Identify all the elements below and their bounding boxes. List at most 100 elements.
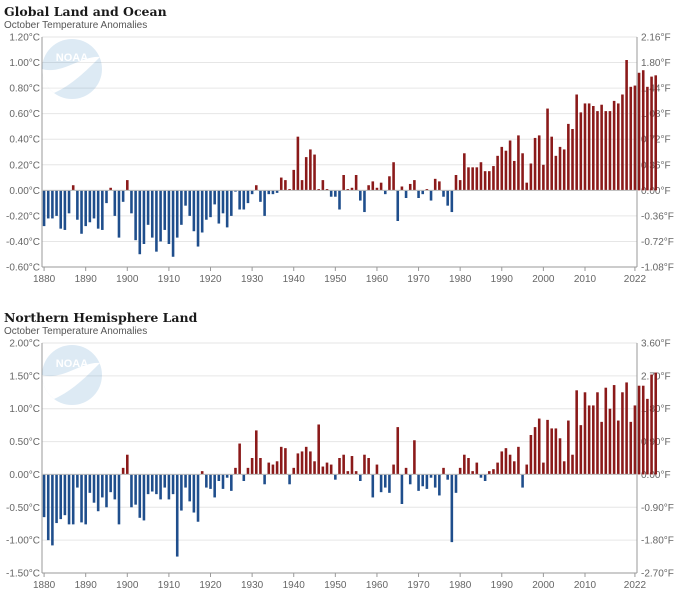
bar-1909: [163, 190, 167, 230]
x-tick-label: 1930: [241, 274, 264, 285]
bar-1917: [196, 190, 200, 247]
bar-1940: [292, 467, 296, 475]
bar-1948: [325, 462, 329, 475]
bar-1943: [304, 157, 308, 191]
bar-1954: [350, 187, 354, 191]
x-tick-label: 1920: [199, 580, 222, 591]
bar-2023: [637, 72, 641, 191]
x-tick-label: 1890: [75, 274, 98, 285]
bar-1916: [192, 190, 196, 232]
bar-1934: [267, 190, 271, 195]
bar-1914: [184, 474, 187, 488]
bar-1907: [155, 474, 158, 495]
bar-1972: [425, 474, 429, 489]
bar-1896: [109, 187, 112, 191]
bar-1971: [421, 474, 425, 487]
bar-1881: [46, 474, 50, 541]
northern-hemisphere-land-panel: Northern Hemisphere Land October Tempera…: [0, 306, 680, 606]
bar-1897: [113, 474, 117, 500]
y-tick-label-right: 3.60°F: [641, 339, 671, 350]
bar-1977: [446, 190, 449, 206]
bar-1888: [76, 190, 79, 220]
bar-2004: [558, 438, 562, 475]
y-tick-label-right: 1.80°F: [641, 58, 671, 69]
bar-1910: [167, 474, 171, 500]
bar-2004: [558, 146, 562, 191]
bar-1913: [180, 190, 183, 225]
bar-2007: [571, 129, 574, 191]
bar-1888: [76, 474, 79, 488]
bar-1999: [537, 418, 541, 475]
bar-1910: [167, 190, 171, 244]
bar-1996: [525, 182, 529, 191]
bar-1881: [46, 190, 50, 219]
bar-1938: [284, 180, 287, 191]
bar-1936: [275, 190, 279, 193]
bar-1987: [488, 471, 491, 475]
bar-1905: [146, 474, 150, 495]
x-tick-label: 1990: [491, 580, 514, 591]
bar-1979: [454, 474, 458, 493]
bar-1937: [279, 177, 283, 191]
bar-2012: [592, 106, 595, 191]
bar-1925: [230, 474, 233, 491]
x-tick-label: 2010: [574, 580, 597, 591]
bar-1945: [313, 154, 316, 191]
bar-1884: [59, 474, 63, 520]
bar-1941: [296, 453, 300, 475]
bar-1902: [134, 474, 137, 505]
y-tick-label-left: 0.60°C: [9, 109, 40, 120]
bar-1949: [329, 190, 333, 197]
bar-1952: [342, 175, 345, 191]
bar-1887: [71, 185, 75, 191]
bar-1883: [55, 190, 58, 216]
bar-1933: [263, 190, 266, 216]
bar-1968: [408, 474, 412, 485]
bar-2018: [616, 420, 620, 475]
y-tick-label-left: 1.00°C: [9, 404, 40, 415]
bar-1912: [175, 190, 179, 238]
x-tick-label: 2010: [574, 274, 597, 285]
bar-2007: [571, 454, 574, 475]
bar-1886: [67, 474, 71, 525]
bar-1941: [296, 136, 300, 191]
bar-1890: [84, 190, 87, 227]
bar-1963: [388, 474, 391, 493]
bar-2018: [616, 103, 620, 191]
x-tick-label: 2022: [624, 274, 647, 285]
bar-1966: [400, 186, 404, 191]
x-tick-label: 1880: [33, 274, 56, 285]
bar-1983: [471, 167, 474, 191]
y-tick-label-left: 0.00°C: [9, 470, 40, 481]
y-tick-label-left: 1.00°C: [9, 58, 40, 69]
bar-2027: [654, 372, 658, 475]
y-tick-label-left: 1.50°C: [9, 371, 40, 382]
bar-1975: [438, 181, 441, 191]
bar-2025: [646, 86, 649, 191]
bar-1922: [217, 474, 221, 481]
bar-1964: [392, 162, 395, 191]
bar-1905: [146, 190, 150, 225]
noaa-logo-icon: NOAA: [42, 39, 102, 99]
bar-1953: [346, 189, 350, 191]
bar-1959: [371, 474, 375, 498]
bar-1935: [271, 190, 275, 195]
bar-1919: [205, 190, 208, 220]
bar-2027: [654, 75, 658, 191]
bar-1900: [126, 454, 129, 475]
bar-1967: [404, 190, 408, 198]
bar-1956: [359, 474, 362, 481]
bar-1882: [51, 474, 54, 546]
bar-1969: [413, 180, 416, 191]
bar-1891: [88, 190, 92, 223]
bar-1966: [400, 474, 404, 504]
y-tick-label-right: 0.00°F: [641, 470, 671, 481]
y-tick-label-right: 2.16°F: [641, 33, 671, 44]
bar-2021: [629, 86, 633, 191]
bar-2003: [554, 428, 558, 475]
bar-1942: [300, 451, 304, 475]
bar-2025: [646, 398, 649, 475]
bar-1903: [138, 474, 142, 518]
x-tick-label: 2022: [624, 580, 647, 591]
bar-1883: [55, 474, 58, 524]
